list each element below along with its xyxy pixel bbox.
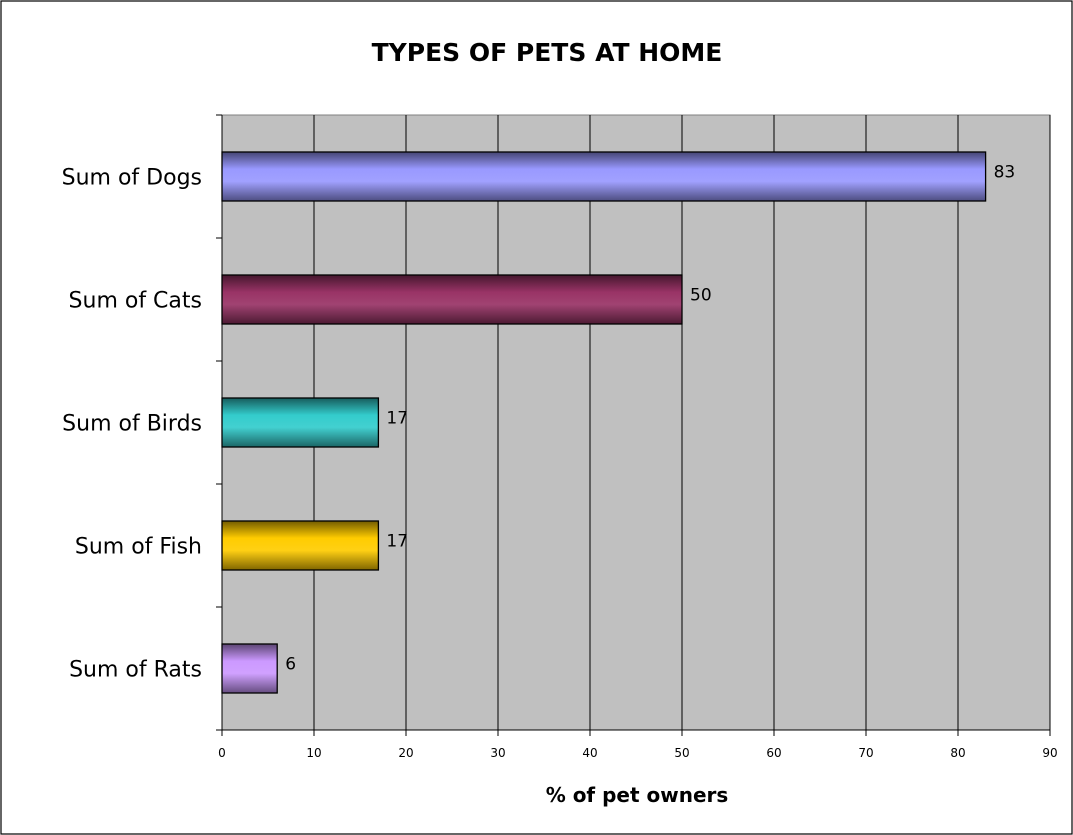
x-tick-label: 20	[398, 746, 413, 760]
category-label: Sum of Dogs	[62, 166, 202, 191]
grid-lines	[313, 115, 1051, 730]
x-tick-label: 90	[1042, 746, 1057, 760]
category-labels: Sum of Dogs Sum of Cats Sum of Birds Sum of…	[62, 166, 202, 683]
category-label: Sum of Fish	[75, 535, 202, 560]
category-label: Sum of Cats	[69, 289, 202, 314]
bar-sum-of-fish	[221, 520, 380, 571]
x-tick-label: 80	[950, 746, 965, 760]
x-tick-label: 60	[766, 746, 781, 760]
category-label: Sum of Birds	[62, 412, 202, 437]
data-label: 83	[994, 163, 1016, 183]
data-labels: 83 50 17 17 6	[285, 163, 1015, 675]
x-tick-label: 10	[306, 746, 321, 760]
x-tick-label: 70	[858, 746, 873, 760]
bar-sum-of-dogs	[221, 151, 987, 202]
x-tick-label: 0	[218, 746, 226, 760]
category-label: Sum of Rats	[69, 658, 202, 683]
x-tick-labels: 0 10 20 30 40 50 60 70 80 90	[218, 746, 1057, 760]
x-tick-label: 30	[490, 746, 505, 760]
chart-title: TYPES OF PETS AT HOME	[372, 38, 723, 67]
data-label: 17	[386, 532, 408, 552]
x-axis-title: % of pet owners	[546, 783, 729, 807]
data-label: 17	[386, 409, 408, 429]
data-label: 50	[690, 286, 712, 306]
x-tick-label: 50	[674, 746, 689, 760]
bar-sum-of-birds	[221, 397, 380, 448]
bars	[221, 151, 987, 694]
x-tick-label: 40	[582, 746, 597, 760]
bar-sum-of-rats	[221, 643, 278, 694]
bar-sum-of-cats	[221, 274, 683, 325]
data-label: 6	[285, 655, 296, 675]
